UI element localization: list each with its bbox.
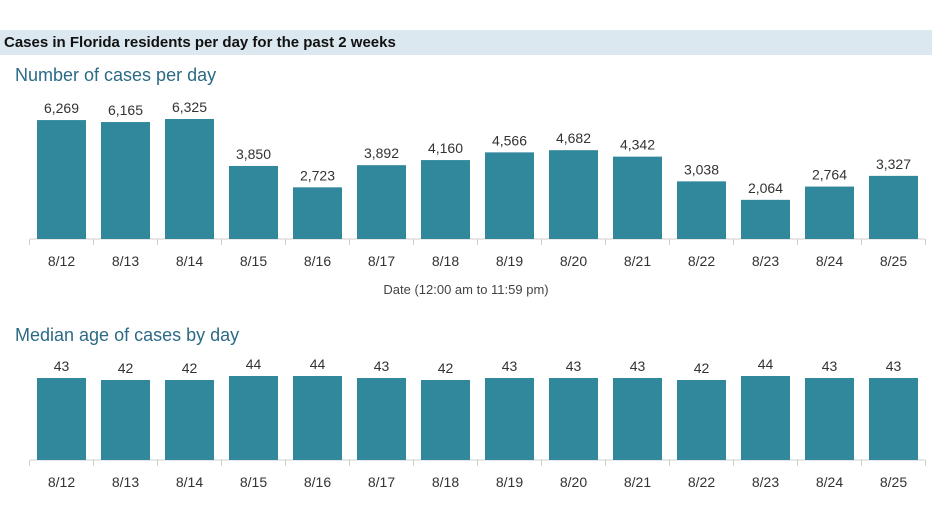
cases-bar (165, 119, 214, 239)
cases-value-label: 2,764 (812, 167, 847, 183)
cases-category-label: 8/19 (496, 253, 523, 269)
median-age-bar (357, 378, 406, 460)
cases-category-label: 8/15 (240, 253, 267, 269)
median-age-category-label: 8/24 (816, 474, 843, 490)
median-age-bar-chart: 43 8/12 42 8/13 42 8/14 44 8/15 44 8/16 43 8/17 42 8/… (29, 356, 926, 490)
cases-bar-chart: 6,269 8/12 6,165 8/13 6,325 8/14 3,850 8/15 2,72… (29, 99, 926, 269)
median-age-value-label: 43 (822, 358, 838, 374)
cases-category-label: 8/17 (368, 253, 395, 269)
cases-bar (485, 152, 534, 239)
cases-category-label: 8/21 (624, 253, 651, 269)
cases-value-label: 3,850 (236, 146, 271, 162)
median-age-value-label: 43 (886, 358, 902, 374)
median-age-bar (421, 380, 470, 460)
median-age-category-label: 8/21 (624, 474, 651, 490)
median-age-value-label: 43 (374, 358, 390, 374)
cases-bar (869, 175, 918, 239)
cases-category-label: 8/14 (176, 253, 203, 269)
cases-value-label: 6,165 (108, 102, 143, 118)
cases-bar (229, 165, 278, 239)
cases-bar (613, 156, 662, 239)
cases-bar (805, 186, 854, 239)
cases-category-label: 8/25 (880, 253, 907, 269)
median-age-bar (101, 380, 150, 460)
cases-chart-title: Number of cases per day (15, 65, 217, 85)
cases-value-label: 6,269 (44, 100, 79, 116)
median-age-bar (165, 380, 214, 460)
median-age-category-label: 8/23 (752, 474, 779, 490)
cases-category-label: 8/13 (112, 253, 139, 269)
median-age-bar (613, 378, 662, 460)
cases-category-label: 8/20 (560, 253, 587, 269)
median-age-category-label: 8/18 (432, 474, 459, 490)
median-age-bar (741, 376, 790, 460)
median-age-bar (293, 376, 342, 460)
cases-bar (741, 199, 790, 239)
median-age-bar (229, 376, 278, 460)
cases-value-label: 4,160 (428, 140, 463, 156)
median-age-category-label: 8/16 (304, 474, 331, 490)
cases-bar (37, 120, 86, 239)
cases-category-label: 8/18 (432, 253, 459, 269)
median-age-category-label: 8/14 (176, 474, 203, 490)
median-age-category-label: 8/12 (48, 474, 75, 490)
cases-bar (293, 187, 342, 239)
page-title: Cases in Florida residents per day for t… (4, 34, 396, 51)
median-age-bar (677, 380, 726, 460)
cases-value-label: 4,566 (492, 132, 527, 148)
cases-value-label: 3,327 (876, 156, 911, 172)
median-age-bar (869, 378, 918, 460)
cases-bar (357, 165, 406, 239)
cases-bar (421, 160, 470, 239)
median-age-chart-title: Median age of cases by day (15, 325, 240, 345)
median-age-category-label: 8/13 (112, 474, 139, 490)
cases-bar (549, 150, 598, 239)
median-age-category-label: 8/25 (880, 474, 907, 490)
header-banner: Cases in Florida residents per day for t… (0, 30, 932, 55)
median-age-value-label: 44 (758, 356, 774, 372)
cases-value-label: 4,682 (556, 130, 591, 146)
median-age-bar (485, 378, 534, 460)
cases-category-label: 8/23 (752, 253, 779, 269)
median-age-bar (549, 378, 598, 460)
cases-bar (677, 181, 726, 239)
cases-value-label: 6,325 (172, 99, 207, 115)
cases-value-label: 2,723 (300, 167, 335, 183)
median-age-value-label: 44 (310, 356, 326, 372)
cases-value-label: 3,038 (684, 161, 719, 177)
median-age-value-label: 42 (118, 360, 134, 376)
cases-bar (101, 122, 150, 239)
median-age-value-label: 42 (182, 360, 198, 376)
median-age-category-label: 8/20 (560, 474, 587, 490)
cases-value-label: 4,342 (620, 137, 655, 153)
cases-x-axis-label: Date (12:00 am to 11:59 pm) (383, 282, 549, 297)
median-age-value-label: 44 (246, 356, 262, 372)
median-age-value-label: 43 (502, 358, 518, 374)
median-age-bar (805, 378, 854, 460)
median-age-value-label: 43 (54, 358, 70, 374)
median-age-category-label: 8/17 (368, 474, 395, 490)
median-age-category-label: 8/19 (496, 474, 523, 490)
median-age-category-label: 8/15 (240, 474, 267, 490)
cases-value-label: 3,892 (364, 145, 399, 161)
cases-category-label: 8/16 (304, 253, 331, 269)
median-age-value-label: 43 (566, 358, 582, 374)
median-age-value-label: 42 (438, 360, 454, 376)
median-age-bar (37, 378, 86, 460)
median-age-category-label: 8/22 (688, 474, 715, 490)
cases-category-label: 8/24 (816, 253, 843, 269)
cases-category-label: 8/22 (688, 253, 715, 269)
median-age-value-label: 42 (694, 360, 710, 376)
cases-value-label: 2,064 (748, 180, 783, 196)
cases-category-label: 8/12 (48, 253, 75, 269)
median-age-value-label: 43 (630, 358, 646, 374)
